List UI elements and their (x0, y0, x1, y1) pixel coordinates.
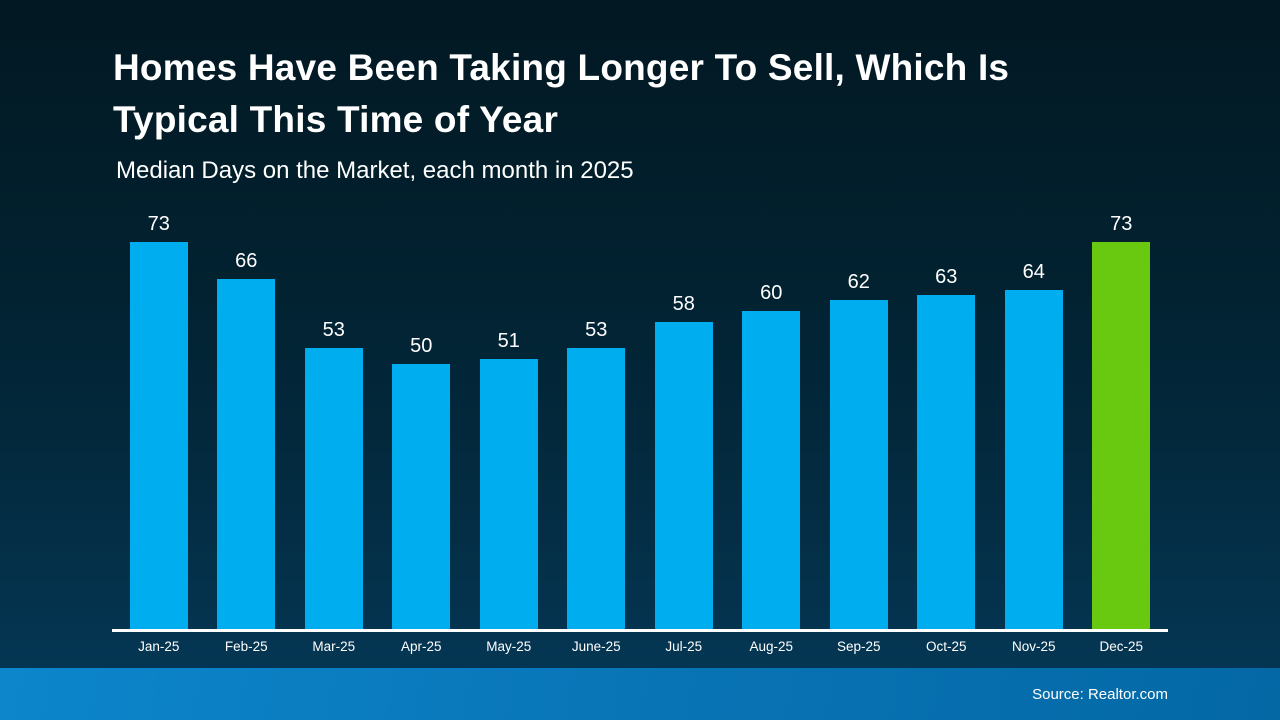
chart-title-line2: Typical This Time of Year (113, 99, 559, 140)
bar-column: 62 (815, 271, 903, 630)
bar-value-label: 60 (760, 282, 783, 304)
bar-value-label: 53 (585, 319, 608, 341)
bar-value-label: 58 (672, 293, 695, 315)
x-axis-label: Dec-25 (1099, 639, 1144, 654)
bar (129, 242, 188, 630)
bar-column: 63 (903, 266, 991, 630)
bar-value-label: 64 (1022, 261, 1045, 283)
bar-column: 51 (465, 330, 553, 630)
bar-column: 50 (378, 335, 466, 630)
x-axis-label: Apr-25 (400, 639, 442, 654)
bar (567, 348, 626, 630)
bar (917, 295, 976, 630)
chart-subtitle: Median Days on the Market, each month in… (116, 157, 634, 184)
x-axis-label: June-25 (571, 639, 621, 654)
x-axis-label: May-25 (486, 639, 532, 654)
bar-value-label: 73 (1110, 213, 1133, 235)
bar-value-label: 66 (235, 250, 258, 272)
bar (479, 359, 538, 630)
bar-highlight (1092, 242, 1151, 630)
bar (304, 348, 363, 630)
x-axis-label: Jul-25 (665, 639, 703, 654)
bar-column: 73 (1078, 213, 1166, 630)
x-axis-label: Sep-25 (836, 639, 881, 654)
bar-value-label: 73 (147, 213, 170, 235)
bar-column: 53 (553, 319, 641, 630)
x-axis-labels: Jan-25 Feb-25 Mar-25 Apr-25 May-25 June-25 Jul… (115, 639, 1165, 654)
bar-value-label: 62 (847, 271, 870, 293)
bar-value-label: 53 (322, 319, 345, 341)
x-axis-label: Mar-25 (312, 639, 356, 654)
bar-value-label: 50 (410, 335, 433, 357)
bar (742, 311, 801, 630)
x-axis-label: Aug-25 (749, 639, 794, 654)
x-axis-label: Feb-25 (224, 639, 268, 654)
bar-column: 53 (290, 319, 378, 630)
bar-chart: 73 66 53 50 51 53 58 60 62 63 64 73 (115, 0, 1165, 630)
x-axis-label: Nov-25 (1011, 639, 1056, 654)
footer-bar: Source: Realtor.com (0, 668, 1280, 720)
bar (217, 279, 276, 630)
bar (654, 322, 713, 630)
x-axis-line (112, 629, 1168, 632)
bar-value-label: 63 (935, 266, 958, 288)
bar-column: 58 (640, 293, 728, 630)
bar-column: 66 (203, 250, 291, 630)
bar-value-label: 51 (497, 330, 520, 352)
x-axis-label: Jan-25 (138, 639, 180, 654)
x-axis-label: Oct-25 (925, 639, 967, 654)
bar (1004, 290, 1063, 630)
chart-title-line1: Homes Have Been Taking Longer To Sell, W… (113, 47, 1010, 88)
source-attribution: Source: Realtor.com (1032, 685, 1168, 703)
bar-column: 60 (728, 282, 816, 630)
bar (392, 364, 451, 630)
bar-column: 73 (115, 213, 203, 630)
bar (829, 300, 888, 630)
chart-title: Homes Have Been Taking Longer To Sell, W… (113, 42, 1213, 146)
bar-column: 64 (990, 261, 1078, 630)
